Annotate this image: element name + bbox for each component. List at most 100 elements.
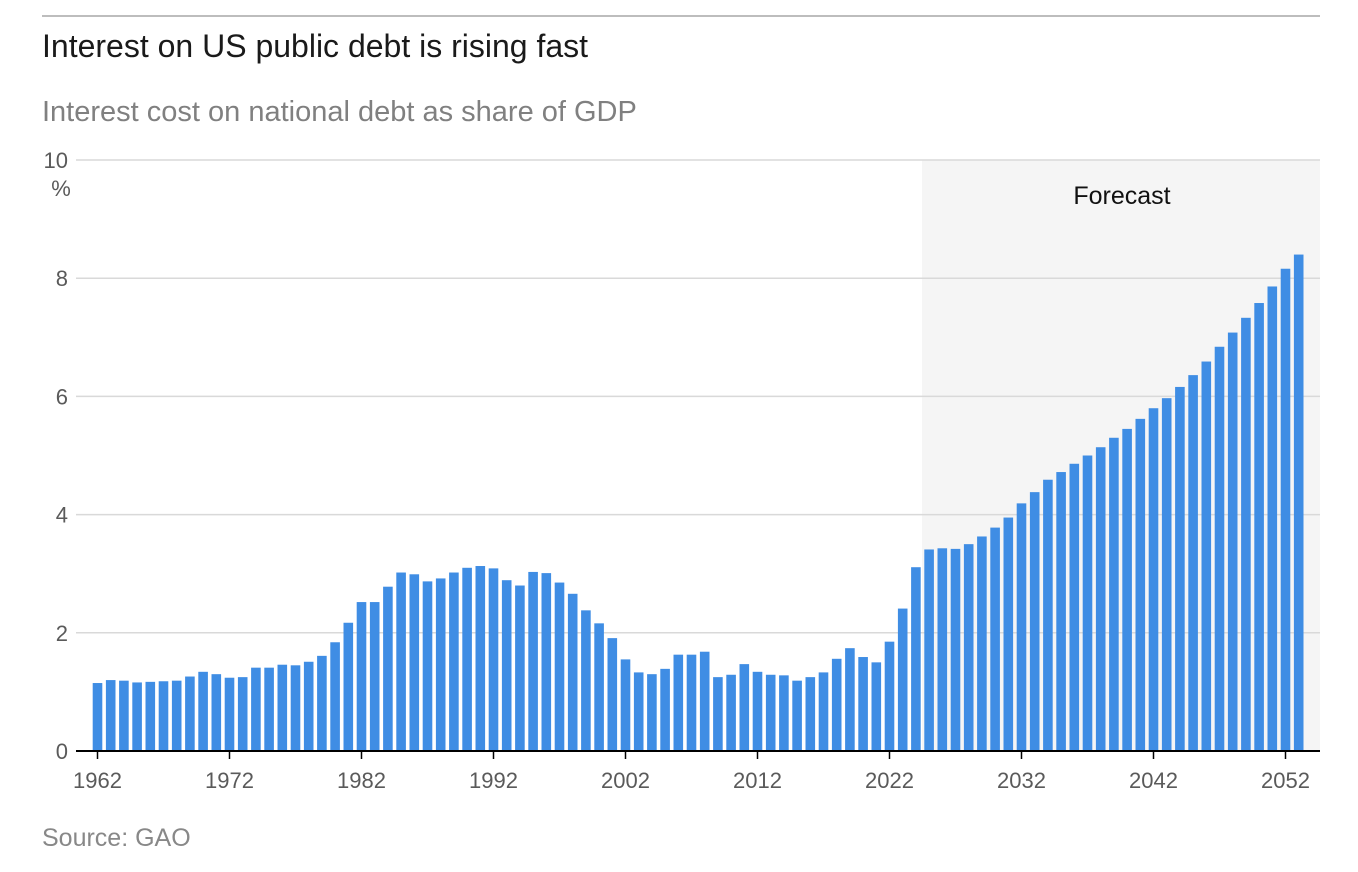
bar <box>607 638 618 751</box>
bar <box>739 664 750 751</box>
bar <box>792 680 802 751</box>
bar <box>1214 346 1225 751</box>
bar <box>501 580 512 751</box>
bar <box>369 602 380 751</box>
bar <box>198 671 208 751</box>
bar <box>145 681 156 751</box>
bar <box>1280 268 1291 751</box>
bar <box>343 622 354 751</box>
bar <box>1122 428 1132 751</box>
bar <box>158 681 169 751</box>
x-tick-label: 2042 <box>1129 768 1178 793</box>
bar <box>620 659 631 751</box>
bar <box>963 544 974 751</box>
bar <box>977 536 987 751</box>
chart-title: Interest on US public debt is rising fas… <box>42 28 589 64</box>
y-tick-label: 10 <box>44 148 68 173</box>
y-axis-unit-label: % <box>51 176 71 201</box>
bar <box>871 662 882 751</box>
x-tick-label: 1972 <box>205 768 254 793</box>
bar <box>396 572 406 751</box>
bar <box>831 658 842 751</box>
bar <box>277 664 288 751</box>
y-tick-label: 6 <box>56 384 68 409</box>
bar <box>554 582 565 751</box>
bar <box>726 674 736 751</box>
bar <box>119 680 129 751</box>
bar <box>1016 503 1027 751</box>
bar <box>633 672 644 751</box>
x-tick-label: 1992 <box>469 768 518 793</box>
bar <box>1029 492 1040 751</box>
top-rule <box>42 15 1320 17</box>
x-tick-label: 2012 <box>733 768 782 793</box>
bar <box>779 675 789 751</box>
bar <box>699 651 710 751</box>
bar <box>303 661 314 751</box>
bar <box>765 674 776 751</box>
bar <box>1175 386 1185 751</box>
bar <box>1003 517 1014 751</box>
bar <box>845 648 855 751</box>
bar <box>1148 408 1159 751</box>
bar <box>211 674 222 751</box>
x-tick-label: 1982 <box>337 768 386 793</box>
bar <box>1161 398 1172 751</box>
bar <box>647 674 657 751</box>
bar <box>911 567 921 751</box>
bar <box>1267 286 1278 751</box>
y-tick-label: 4 <box>56 503 68 528</box>
bar <box>1056 472 1066 751</box>
bar <box>171 680 182 751</box>
bar <box>251 667 261 751</box>
x-tick-label: 2022 <box>865 768 914 793</box>
bar <box>567 593 578 751</box>
bar <box>132 682 142 751</box>
bar <box>1095 447 1106 751</box>
bar <box>105 680 116 751</box>
bar <box>515 585 525 751</box>
bar <box>1227 332 1238 751</box>
bar <box>1069 463 1080 751</box>
bar <box>383 586 393 751</box>
bar <box>1109 437 1119 751</box>
bar <box>1201 361 1212 751</box>
bar <box>950 548 961 751</box>
bars <box>92 254 1304 752</box>
bar <box>409 574 420 751</box>
chart-subtitle: Interest cost on national debt as share … <box>42 96 637 128</box>
bar <box>237 677 248 752</box>
x-tick-label: 1962 <box>73 768 122 793</box>
bar <box>541 573 552 751</box>
bar <box>528 571 538 751</box>
bar <box>422 581 433 751</box>
bar <box>488 568 499 751</box>
x-tick-label: 2002 <box>601 768 650 793</box>
y-tick-label: 8 <box>56 266 68 291</box>
x-axis-ticks: 1962 1972 1982 1992 2002 2012 2022 2032 2042 2052 <box>73 751 1310 793</box>
bar <box>594 623 604 751</box>
bar <box>1135 418 1146 751</box>
bar <box>1241 317 1251 751</box>
bar <box>884 641 895 751</box>
bar <box>713 677 723 752</box>
bar <box>818 672 829 751</box>
bar <box>185 676 195 751</box>
bar <box>449 572 459 751</box>
bar <box>435 578 446 751</box>
bar <box>1293 254 1304 751</box>
bar <box>356 602 367 751</box>
bar <box>686 654 697 751</box>
forecast-band <box>922 160 1320 751</box>
bar <box>752 671 763 751</box>
bar <box>1082 455 1093 751</box>
bar <box>264 667 274 751</box>
y-tick-label: 2 <box>56 621 68 646</box>
bar <box>475 566 486 751</box>
bar <box>1254 303 1264 751</box>
bar <box>660 668 670 751</box>
bar <box>92 683 103 751</box>
x-tick-label: 2052 <box>1261 768 1310 793</box>
bar <box>1043 479 1053 751</box>
